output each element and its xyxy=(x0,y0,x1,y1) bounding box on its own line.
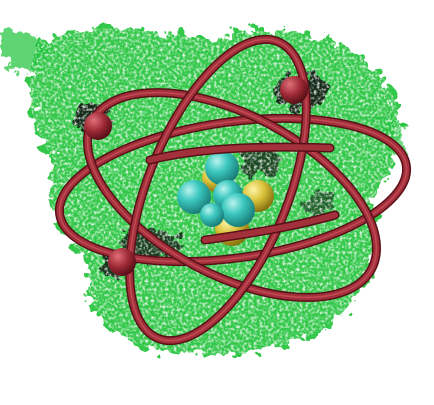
electron xyxy=(280,76,308,104)
orbit-ring-1 xyxy=(54,113,412,267)
proton xyxy=(177,180,211,214)
electron xyxy=(84,112,112,140)
orbit-front-segments xyxy=(145,142,340,245)
electron xyxy=(108,248,136,276)
electrons xyxy=(84,76,308,276)
proton xyxy=(200,203,224,227)
proton xyxy=(221,193,255,227)
proton xyxy=(205,151,239,185)
